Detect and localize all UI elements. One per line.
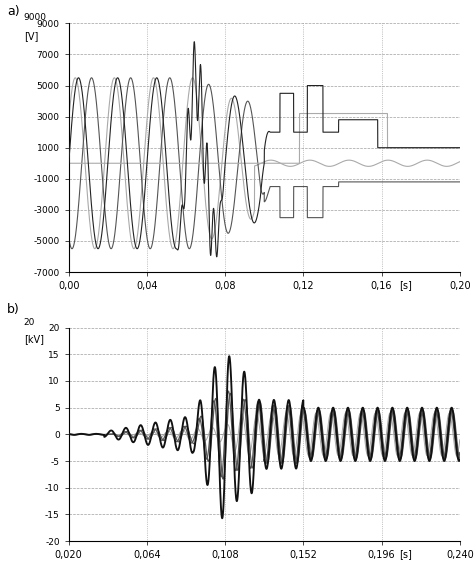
Text: [V]: [V] bbox=[24, 31, 38, 41]
Text: [s]: [s] bbox=[399, 280, 412, 290]
Text: 20: 20 bbox=[24, 318, 35, 326]
Text: b): b) bbox=[7, 303, 20, 316]
Text: a): a) bbox=[7, 5, 20, 18]
Text: 9000: 9000 bbox=[24, 13, 47, 22]
Text: [kV]: [kV] bbox=[24, 334, 44, 344]
Text: [s]: [s] bbox=[399, 549, 412, 559]
